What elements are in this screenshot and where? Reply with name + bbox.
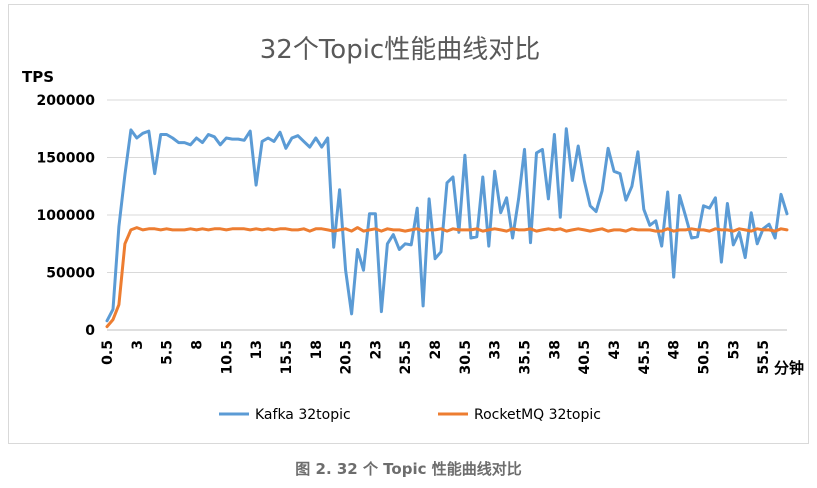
x-tick-label: 43	[607, 340, 623, 359]
chart-title: 32个Topic性能曲线对比	[260, 35, 540, 65]
x-tick-label: 3	[130, 340, 146, 350]
x-axis-ticks: 0.5 3 5.5 8 10.5 13 15.5 18 20.5 23 25.5 28 30.5 33 35…	[100, 340, 772, 375]
y-tick-label: 200000	[37, 93, 96, 109]
y-tick-label: 50000	[46, 266, 95, 282]
x-tick-label: 25.5	[398, 340, 414, 375]
x-tick-label: 0.5	[100, 340, 116, 365]
y-axis-label: TPS	[22, 68, 54, 86]
x-tick-label: 5.5	[160, 340, 176, 365]
legend: Kafka 32topic RocketMQ 32topic	[219, 407, 601, 423]
x-tick-label: 15.5	[279, 340, 295, 375]
x-tick-label: 53	[726, 340, 742, 359]
legend-label: Kafka 32topic	[255, 407, 351, 423]
x-tick-label: 45.5	[637, 340, 653, 375]
figure-caption: 图 2. 32 个 Topic 性能曲线对比	[0, 458, 817, 479]
y-tick-label: 0	[85, 323, 95, 339]
x-tick-label: 33	[488, 340, 504, 359]
x-tick-label: 8	[189, 340, 205, 350]
x-tick-label: 23	[368, 340, 384, 359]
series-lines	[107, 129, 787, 327]
x-tick-label: 18	[309, 340, 325, 359]
x-tick-label: 35.5	[518, 340, 534, 375]
series-line	[107, 228, 787, 327]
x-tick-label: 40.5	[577, 340, 593, 375]
x-tick-label: 55.5	[756, 340, 772, 375]
x-tick-label: 30.5	[458, 340, 474, 375]
x-tick-label: 20.5	[339, 340, 355, 375]
x-axis-label: 分钟	[774, 359, 804, 377]
y-tick-label: 100000	[37, 208, 96, 224]
x-tick-label: 48	[667, 340, 683, 359]
legend-label: RocketMQ 32topic	[474, 407, 601, 423]
y-axis-ticks: 0 50000 100000 150000 200000	[37, 93, 96, 339]
y-tick-label: 150000	[37, 151, 96, 167]
x-tick-label: 13	[249, 340, 265, 359]
x-tick-label: 38	[547, 340, 563, 359]
x-tick-label: 10.5	[219, 340, 235, 375]
x-tick-label: 28	[428, 340, 444, 359]
x-tick-label: 50.5	[696, 340, 712, 375]
